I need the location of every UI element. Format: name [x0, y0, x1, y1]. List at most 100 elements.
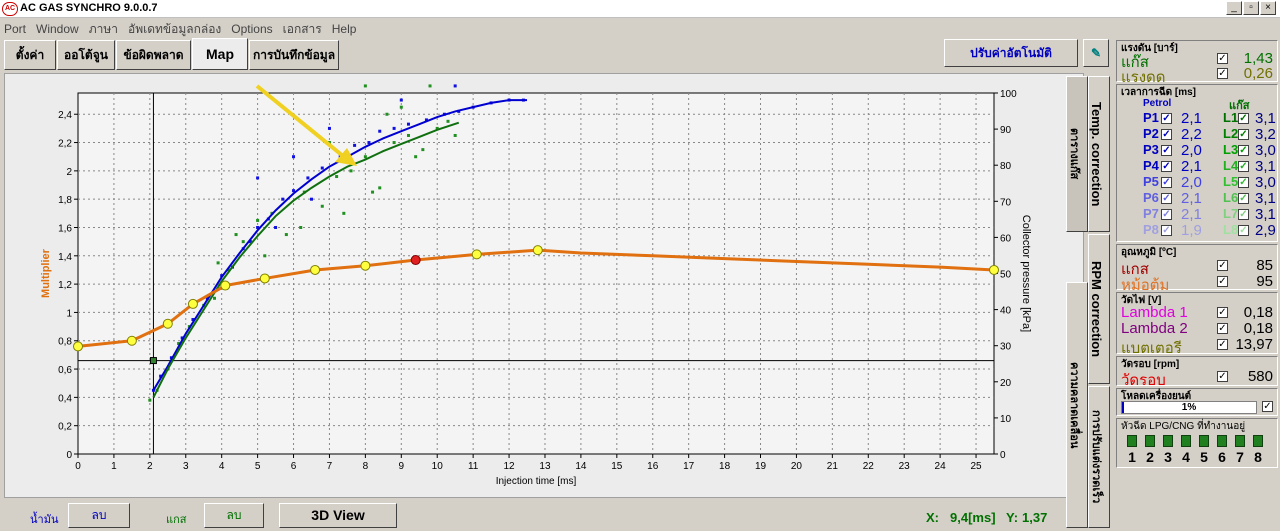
gas-injector-checkbox[interactable]: ✓ — [1238, 145, 1249, 156]
x-tick-label: 16 — [647, 461, 659, 472]
gas-header: แก๊ส — [1229, 100, 1250, 112]
lambda1-label: Lambda 1 — [1121, 304, 1188, 321]
petrol-injector-value: 2,1 — [1181, 158, 1202, 175]
multiplier-point — [162, 318, 173, 329]
x-tick-label: 15 — [611, 461, 623, 472]
y2-tick-label: 30 — [1000, 342, 1012, 353]
petrol-data-point — [309, 197, 313, 201]
gas-delete-button[interactable]: ลบ — [204, 503, 264, 528]
maximize-button[interactable]: ▫ — [1243, 1, 1259, 15]
gas-injector-checkbox[interactable]: ✓ — [1238, 113, 1249, 124]
petrol-injector-checkbox[interactable]: ✓ — [1161, 161, 1172, 172]
gas-injector-label: L7 — [1223, 206, 1239, 221]
title-bar: AC AC GAS SYNCHRO 9.0.0.7 _ ▫ × — [0, 0, 1280, 18]
tab-autotune[interactable]: ออโต้จูน — [57, 40, 115, 70]
petrol-injector-checkbox[interactable]: ✓ — [1161, 113, 1172, 124]
y-tick-label: 1,4 — [58, 252, 72, 263]
auto-adjust-button[interactable]: ปรับค่าอัตโนมัติ — [944, 39, 1078, 67]
map-chart-area[interactable]: 0 1 2 3 4 5 6 7 8 9 10 11 12 13 14 15 16 17 18 19 20 21 22 23 24… — [4, 73, 1084, 498]
petrol-data-point — [256, 176, 260, 180]
menu-options[interactable]: Options — [231, 22, 273, 36]
gas-injector-checkbox[interactable]: ✓ — [1238, 177, 1249, 188]
gas-injector-checkbox[interactable]: ✓ — [1238, 161, 1249, 172]
injector-icon — [1253, 435, 1263, 447]
reducer-temp-value: 95 — [1256, 273, 1273, 290]
gas-temp-checkbox[interactable]: ✓ — [1217, 260, 1228, 271]
3d-view-button[interactable]: 3D View — [279, 503, 397, 528]
gas-data-point — [392, 141, 396, 145]
x-tick-label: 12 — [503, 461, 515, 472]
tab-settings[interactable]: ตั้งค่า — [4, 40, 56, 70]
pen-icon[interactable]: ✎ — [1083, 39, 1109, 67]
injector-number: 5 — [1200, 449, 1208, 465]
petrol-delete-button[interactable]: ลบ — [68, 503, 130, 528]
y-tick-label: 2,4 — [58, 110, 72, 121]
tab-map[interactable]: Map — [192, 38, 248, 70]
petrol-data-point — [292, 155, 296, 159]
y2-tick-label: 10 — [1000, 414, 1012, 425]
map-chart[interactable]: 0 1 2 3 4 5 6 7 8 9 10 11 12 13 14 15 16 17 18 19 20 21 22 23 24… — [5, 74, 1085, 499]
tab-deviation[interactable]: ความคลาดเคลื่อน — [1066, 282, 1088, 528]
petrol-injector-checkbox[interactable]: ✓ — [1161, 145, 1172, 156]
vacuum-checkbox[interactable]: ✓ — [1217, 68, 1228, 79]
petrol-data-point — [306, 176, 310, 180]
tab-quick-adjust[interactable]: การปรับแต่งรวดเร็ว — [1088, 386, 1110, 528]
gas-injector-checkbox[interactable]: ✓ — [1238, 209, 1249, 220]
cursor-x-value: 9,4[ms] — [950, 510, 996, 525]
petrol-injector-row: P1 ✓ 2,1 — [1143, 110, 1209, 127]
load-checkbox[interactable]: ✓ — [1262, 401, 1273, 412]
reducer-temp-checkbox[interactable]: ✓ — [1217, 276, 1228, 287]
rpm-checkbox[interactable]: ✓ — [1217, 371, 1228, 382]
petrol-injector-checkbox[interactable]: ✓ — [1161, 225, 1172, 236]
petrol-injector-checkbox[interactable]: ✓ — [1161, 177, 1172, 188]
gas-pressure-checkbox[interactable]: ✓ — [1217, 53, 1228, 64]
tab-gas-table[interactable]: ตารางแก๊ส — [1066, 76, 1088, 232]
gas-data-point — [256, 218, 260, 222]
petrol-injector-value: 2,1 — [1181, 206, 1202, 223]
battery-checkbox[interactable]: ✓ — [1217, 339, 1228, 350]
petrol-injector-row: P4 ✓ 2,1 — [1143, 158, 1209, 175]
tab-rpm-correction[interactable]: RPM correction — [1088, 234, 1110, 384]
y-tick-label: 1,6 — [58, 223, 72, 234]
menu-help[interactable]: Help — [331, 22, 357, 36]
petrol-injector-checkbox[interactable]: ✓ — [1161, 129, 1172, 140]
petrol-injector-value: 1,9 — [1181, 222, 1202, 239]
menu-port[interactable]: Port — [4, 22, 27, 36]
petrol-injector-row: P6 ✓ 2,1 — [1143, 190, 1209, 207]
lambda1-checkbox[interactable]: ✓ — [1217, 307, 1228, 318]
menu-language[interactable]: ภาษา — [88, 22, 118, 36]
minimize-button[interactable]: _ — [1226, 1, 1242, 15]
petrol-injector-checkbox[interactable]: ✓ — [1161, 209, 1172, 220]
gas-data-point — [263, 254, 267, 258]
active-injectors-title: หัวฉีด LPG/CNG ที่ทำงานอยู่ — [1121, 421, 1246, 432]
petrol-injector-checkbox[interactable]: ✓ — [1161, 193, 1172, 204]
vacuum-row: แรงดด ✓ 0,26 — [1121, 65, 1275, 86]
gas-data-point — [453, 133, 457, 137]
gas-injector-checkbox[interactable]: ✓ — [1238, 129, 1249, 140]
load-panel: โหลดเครื่องยนต์ 1% ✓ — [1116, 388, 1278, 416]
x-tick-label: 24 — [935, 461, 947, 472]
menu-update[interactable]: อัพเดทข้อมูลกล่อง — [128, 22, 222, 36]
menu-window[interactable]: Window — [36, 22, 79, 36]
y2-axis-label: Collector pressure [kPa] — [1020, 215, 1032, 332]
menu-documents[interactable]: เอกสาร — [282, 22, 322, 36]
gas-injector-label: L8 — [1223, 222, 1239, 237]
petrol-data-point — [424, 118, 428, 122]
cursor-y-value: 1,37 — [1022, 510, 1048, 525]
gas-pressure-value: 1,43 — [1243, 50, 1273, 67]
gas-injector-checkbox[interactable]: ✓ — [1238, 225, 1249, 236]
tab-logging[interactable]: การบันทึกข้อมูล — [249, 40, 339, 70]
petrol-injector-label: P1 — [1143, 110, 1159, 125]
tab-errors[interactable]: ข้อผิดพลาด — [116, 40, 191, 70]
battery-row: แบตเตอรี ✓ 13,97 — [1121, 336, 1275, 357]
close-button[interactable]: × — [1260, 1, 1276, 15]
gas-injector-checkbox[interactable]: ✓ — [1238, 193, 1249, 204]
reducer-temp-row: หม้อต้ม ✓ 95 — [1121, 273, 1275, 294]
lambda2-label: Lambda 2 — [1121, 320, 1188, 337]
tab-temp-correction[interactable]: Temp. correction — [1088, 76, 1110, 232]
rpm-panel: วัดรอบ [rpm] วัดรอบ ✓ 580 — [1116, 356, 1278, 389]
injector-number: 2 — [1146, 449, 1154, 465]
lambda2-checkbox[interactable]: ✓ — [1217, 323, 1228, 334]
petrol-data-point — [399, 98, 403, 102]
gas-data-point — [421, 148, 425, 152]
